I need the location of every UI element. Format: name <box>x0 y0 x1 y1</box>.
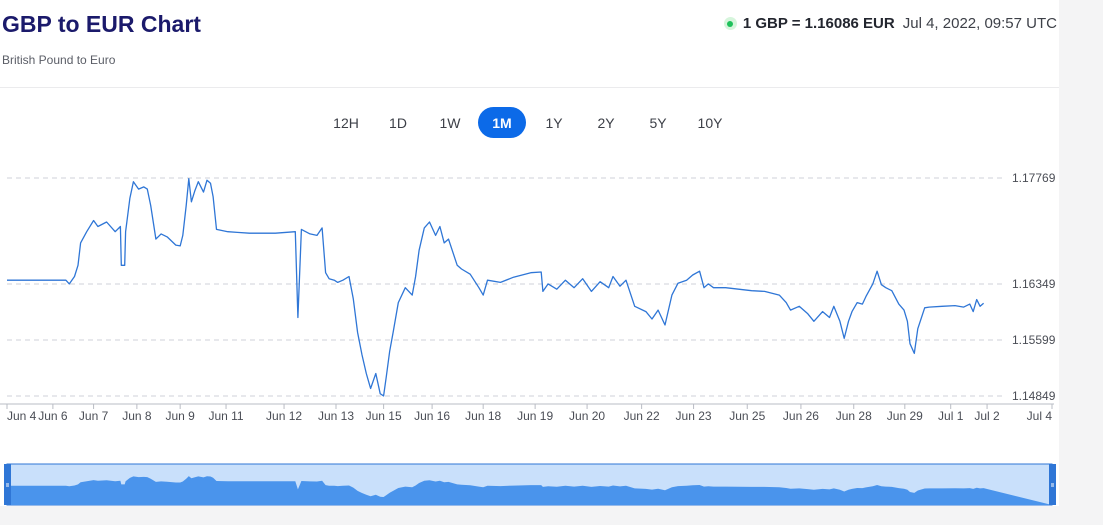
y-tick-label: 1.16349 <box>1012 277 1056 291</box>
y-tick-label: 1.15599 <box>1012 333 1056 347</box>
x-tick-label: Jun 15 <box>366 409 402 423</box>
right-margin <box>1059 0 1103 525</box>
range-tabs: 12H 1D 1W 1M 1Y 2Y 5Y 10Y <box>322 107 738 138</box>
x-tick-label: Jun 16 <box>414 409 450 423</box>
range-tab-1y[interactable]: 1Y <box>530 107 578 138</box>
navigator-handle-right[interactable] <box>1049 464 1056 505</box>
x-tick-label: Jun 23 <box>676 409 712 423</box>
x-tick-label: Jun 9 <box>165 409 195 423</box>
x-tick-label: Jun 7 <box>79 409 109 423</box>
x-axis: Jun 4 Jun 6 Jun 7 Jun 8 Jun 9 Jun 11 Jun 12 Jun… <box>0 403 1054 423</box>
series-layer <box>7 178 985 397</box>
range-navigator[interactable] <box>4 463 1056 506</box>
x-tick-label: Jun 18 <box>465 409 501 423</box>
x-tick-label: Jun 19 <box>517 409 553 423</box>
range-tab-1m[interactable]: 1M <box>478 107 526 138</box>
header-divider <box>0 87 1059 88</box>
x-tick-label: Jun 26 <box>783 409 819 423</box>
live-rate: 1 GBP = 1.16086 EUR Jul 4, 2022, 09:57 U… <box>723 15 1057 32</box>
range-tab-12h[interactable]: 12H <box>322 107 370 138</box>
x-tick-label: Jun 4 <box>7 409 37 423</box>
range-tab-1d[interactable]: 1D <box>374 107 422 138</box>
navigator-area <box>7 476 1052 505</box>
x-tick-label: Jul 1 <box>938 409 964 423</box>
x-tick-label: Jul 2 <box>974 409 1000 423</box>
x-tick-label: Jun 6 <box>38 409 68 423</box>
x-tick-label: Jun 20 <box>569 409 605 423</box>
bottom-margin <box>0 506 1103 525</box>
y-axis-labels: 1.17769 1.16349 1.15599 1.14849 <box>1012 171 1056 403</box>
series-line <box>7 178 985 397</box>
range-tab-1w[interactable]: 1W <box>426 107 474 138</box>
live-status-icon <box>723 17 737 30</box>
rate-timestamp: Jul 4, 2022, 09:57 UTC <box>902 15 1057 32</box>
x-tick-label: Jun 13 <box>318 409 354 423</box>
range-tab-2y[interactable]: 2Y <box>582 107 630 138</box>
page-title: GBP to EUR Chart <box>2 11 201 37</box>
x-tick-label: Jun 12 <box>266 409 302 423</box>
range-tab-5y[interactable]: 5Y <box>634 107 682 138</box>
grid-lines <box>7 177 1003 397</box>
rate-value: 1 GBP = 1.16086 EUR <box>742 15 895 32</box>
x-tick-label: Jun 8 <box>122 409 152 423</box>
y-tick-label: 1.17769 <box>1012 171 1056 185</box>
navigator-handle-left[interactable] <box>4 464 11 505</box>
range-tab-10y[interactable]: 10Y <box>686 107 734 138</box>
x-tick-label: Jun 22 <box>624 409 660 423</box>
x-tick-label: Jun 29 <box>887 409 923 423</box>
x-tick-label: Jun 25 <box>729 409 765 423</box>
x-tick-label: Jun 28 <box>836 409 872 423</box>
page-subtitle: British Pound to Euro <box>2 53 116 67</box>
y-tick-label: 1.14849 <box>1012 389 1056 403</box>
x-tick-label: Jun 11 <box>208 409 243 423</box>
x-tick-label: Jul 4 <box>1027 409 1053 423</box>
